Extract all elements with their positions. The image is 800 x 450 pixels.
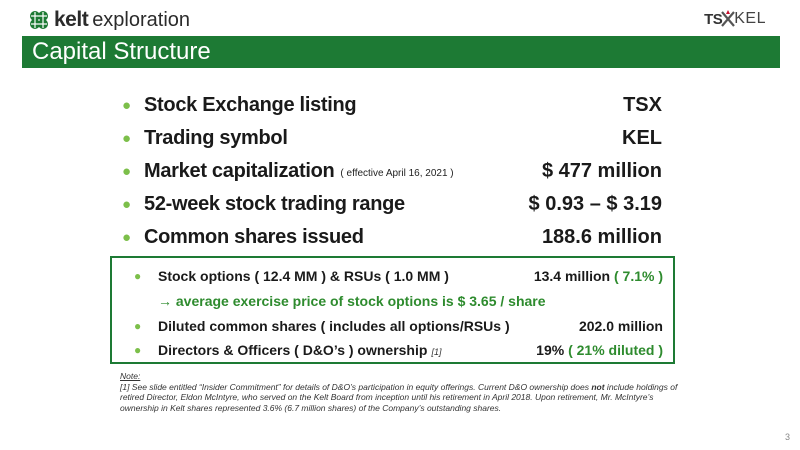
box-item-value: 19% ( 21% diluted ) <box>536 342 663 358</box>
page-title: Capital Structure <box>32 38 211 65</box>
ownership-diluted: ( 21% diluted ) <box>568 342 663 358</box>
title-bar: Capital Structure <box>22 36 780 68</box>
footnote-text-b: include holdings of retired Director, El… <box>120 381 678 413</box>
list-item: ● Common shares issued 188.6 million <box>122 221 662 254</box>
item-value: $ 477 million <box>541 160 662 182</box>
item-value: 188.6 million <box>541 226 662 248</box>
tsx-logo-text: TS <box>704 10 723 28</box>
bullet-icon: ● <box>134 343 142 357</box>
box-item-label: Directors & Officers ( D&O’s ) ownership <box>158 342 428 358</box>
item-label: Market capitalization <box>144 160 335 182</box>
item-note: ( effective April 16, 2021 ) <box>340 168 454 179</box>
footnote-ref: [1] <box>431 347 442 357</box>
bullet-icon: ● <box>122 97 132 114</box>
average-exercise-price-text: → average exercise price of stock option… <box>158 293 546 309</box>
item-label: Common shares issued <box>144 226 364 248</box>
footnote-text-a: [1] See slide entitled “Insider Commitme… <box>120 381 592 392</box>
page-number: 3 <box>784 432 790 442</box>
slide-header: kelt exploration TS KEL Capital Structur… <box>0 0 800 72</box>
list-item: ● Stock Exchange listing TSX <box>122 89 662 122</box>
bullet-icon: ● <box>122 163 132 180</box>
logo-sub-text: exploration <box>92 8 191 31</box>
box-item-value: 13.4 million ( 7.1% ) <box>534 268 663 284</box>
item-value: $ 0.93 – $ 3.19 <box>528 193 662 215</box>
list-item: ● Market capitalization ( effective Apri… <box>122 155 662 188</box>
list-item: ● Trading symbol KEL <box>122 122 662 155</box>
item-value: TSX <box>623 94 662 116</box>
list-item: ● 52-week stock trading range $ 0.93 – $… <box>122 188 662 221</box>
bullet-icon: ● <box>122 130 132 147</box>
item-label: Trading symbol <box>144 127 288 149</box>
ownership-value: 19% <box>536 342 565 358</box>
options-percent: ( 7.1% ) <box>613 268 663 284</box>
footnote: Note: [1] See slide entitled “Insider Co… <box>120 371 680 413</box>
capital-structure-list: ● Stock Exchange listing TSX ● Trading s… <box>122 89 662 254</box>
footnote-text: [1] See slide entitled “Insider Commitme… <box>120 382 680 414</box>
box-item-label: Stock options ( 12.4 MM ) & RSUs ( 1.0 M… <box>158 268 449 284</box>
item-label: 52-week stock trading range <box>144 193 405 215</box>
kelt-clover-icon <box>30 11 48 29</box>
footnote-text-bold: not <box>591 381 605 392</box>
box-arrow-line: → average exercise price of stock option… <box>158 290 663 312</box>
item-value: KEL <box>622 127 662 149</box>
box-item-options: ● Stock options ( 12.4 MM ) & RSUs ( 1.0… <box>134 265 663 287</box>
kelt-logo: kelt exploration <box>28 6 190 34</box>
options-value: 13.4 million <box>533 268 611 284</box>
tsx-maple-mark-icon <box>721 10 736 27</box>
bullet-icon: ● <box>134 319 142 333</box>
dilution-summary-box: ● Stock options ( 12.4 MM ) & RSUs ( 1.0… <box>110 256 675 364</box>
bullet-icon: ● <box>134 269 142 283</box>
tsx-kel-logo: TS KEL <box>704 10 766 28</box>
box-item-value: 202.0 million <box>578 318 663 334</box>
footnote-heading: Note: <box>120 371 141 381</box>
bullet-icon: ● <box>122 196 132 213</box>
box-item-diluted: ● Diluted common shares ( includes all o… <box>134 315 663 337</box>
kel-logo-text: KEL <box>734 10 766 27</box>
logo-brand-text: kelt <box>54 8 89 31</box>
item-label: Stock Exchange listing <box>144 94 357 116</box>
bullet-icon: ● <box>122 229 132 246</box>
box-item-ownership: ● Directors & Officers ( D&O’s ) ownersh… <box>134 339 663 361</box>
box-item-label: Diluted common shares ( includes all opt… <box>158 318 510 334</box>
